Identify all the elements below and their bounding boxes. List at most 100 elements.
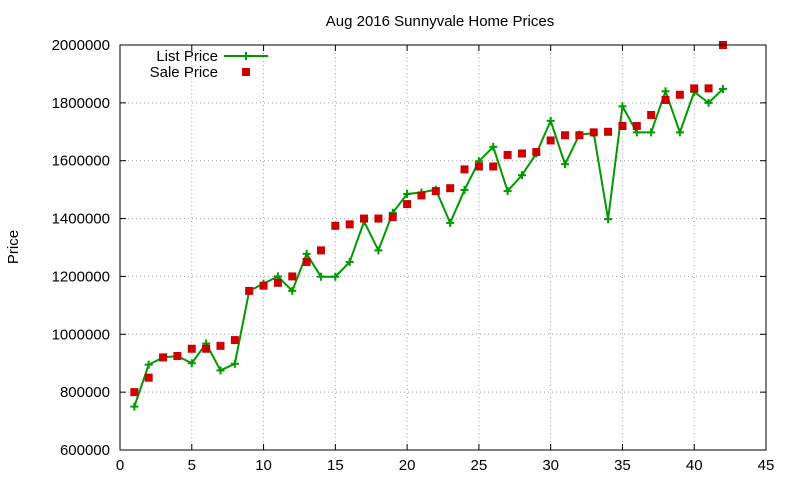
sale-price-point [144, 373, 153, 382]
sale-price-point [259, 281, 268, 290]
y-tick-label: 800000 [60, 384, 110, 401]
x-tick-label: 20 [399, 457, 416, 474]
y-tick-label: 1600000 [52, 153, 110, 170]
x-tick-label: 35 [614, 457, 631, 474]
sale-price-point [159, 353, 168, 362]
list-price-line [133, 88, 724, 407]
sale-price-point [517, 149, 526, 158]
sale-price-point [474, 162, 483, 171]
list-price-point [675, 128, 684, 137]
list-price-point [546, 116, 555, 125]
sale-price-point [690, 84, 699, 93]
list-price-point [403, 189, 412, 198]
sale-price-point [173, 351, 182, 360]
list-price-point [230, 359, 239, 368]
chart-title: Aug 2016 Sunnyvale Home Prices [326, 13, 554, 30]
sale-price-point [331, 221, 340, 230]
legend-square-swatch [242, 68, 250, 76]
y-tick-label: 2000000 [52, 37, 110, 54]
list-price-point [144, 360, 153, 369]
sale-price-point [675, 90, 684, 99]
list-price-point [130, 402, 139, 411]
list-price-point [331, 272, 340, 281]
sale-price-point [632, 122, 641, 130]
x-tick-label: 45 [758, 457, 775, 474]
sale-price-point [273, 278, 282, 287]
sale-price-point [130, 388, 139, 397]
sale-price-point [489, 162, 498, 171]
sale-price-point [604, 127, 613, 136]
sale-price-point [532, 148, 541, 157]
sale-price-point [345, 220, 354, 229]
list-price-point [489, 142, 498, 151]
list-price-point [345, 257, 354, 266]
sale-price-point [230, 336, 239, 345]
list-price-point [517, 171, 526, 180]
plot-frame [119, 44, 767, 451]
legend-label: Sale Price [150, 64, 218, 81]
sale-price-point [704, 84, 713, 93]
x-tick-label: 5 [188, 457, 196, 474]
sale-price-point [245, 286, 254, 295]
y-tick-label: 1200000 [52, 268, 110, 285]
sale-price-point [503, 150, 512, 159]
sale-price-point [589, 128, 598, 137]
y-axis-label: Price [5, 230, 22, 264]
list-price-point [216, 366, 225, 375]
legend-entry: List Price [156, 48, 268, 65]
legend-entry: Sale Price [150, 64, 250, 81]
list-price-point [503, 187, 512, 196]
sale-price-point [403, 200, 412, 209]
y-tick-label: 1000000 [52, 326, 110, 343]
sale-price-point [446, 184, 455, 193]
sale-price-point [431, 187, 440, 196]
legend-plus-swatch [242, 52, 250, 60]
sale-price-point [546, 136, 555, 145]
list-price-point [604, 215, 613, 224]
x-tick-label: 15 [327, 457, 344, 474]
x-tick-label: 40 [686, 457, 703, 474]
list-price-point [374, 246, 383, 255]
series-layer [130, 41, 727, 411]
sale-price-point [202, 344, 211, 353]
sale-price-point [661, 95, 670, 104]
sale-price-point [360, 214, 369, 223]
list-price-point [446, 218, 455, 227]
grid [120, 45, 766, 450]
sale-price-point [216, 341, 225, 350]
sale-price-point [388, 213, 397, 222]
list-price-point [460, 185, 469, 194]
list-price-point [187, 359, 196, 368]
list-price-point [302, 249, 311, 258]
x-tick-label: 25 [471, 457, 488, 474]
x-tick-label: 30 [542, 457, 559, 474]
list-price-point [718, 84, 727, 93]
list-price-point [316, 272, 325, 281]
list-price-point [561, 160, 570, 169]
y-tick-label: 600000 [60, 442, 110, 459]
sale-price-point [374, 214, 383, 223]
sale-price-point [575, 131, 584, 140]
list-price-point [288, 286, 297, 295]
list-price-point [661, 87, 670, 96]
y-tick-label: 1400000 [52, 211, 110, 228]
x-tick-label: 10 [255, 457, 272, 474]
sale-price-point [647, 111, 656, 120]
sale-price-point [187, 344, 196, 353]
sale-price-point [618, 122, 627, 130]
x-tick-label: 0 [116, 457, 124, 474]
list-price-point [647, 128, 656, 137]
sale-price-point [302, 257, 311, 266]
axis-ticks: 600000 800000 1000000 1200000 1400000 1600000… [52, 37, 775, 474]
series-sale-price [130, 41, 727, 397]
legend-label: List Price [156, 48, 218, 65]
sale-price-point [316, 246, 325, 255]
y-tick-label: 1800000 [52, 95, 110, 112]
sale-price-point [288, 272, 297, 281]
sale-price-point [561, 131, 570, 140]
sale-price-point [417, 191, 426, 200]
series-list-price [130, 84, 727, 411]
